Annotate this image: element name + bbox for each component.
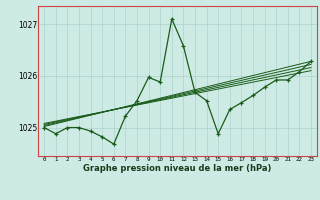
X-axis label: Graphe pression niveau de la mer (hPa): Graphe pression niveau de la mer (hPa) (84, 164, 272, 173)
